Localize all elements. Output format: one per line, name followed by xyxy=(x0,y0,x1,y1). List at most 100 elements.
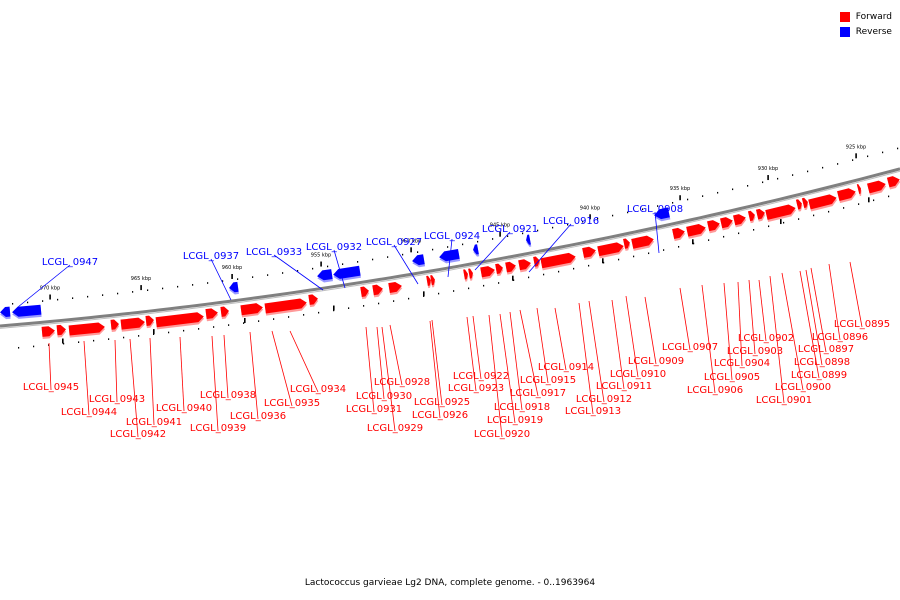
gene-arrow xyxy=(468,268,474,281)
scale-tick-inner xyxy=(602,258,604,264)
tick-dot-inner xyxy=(438,292,440,295)
leader-line xyxy=(828,263,841,341)
gene-arrow xyxy=(654,207,671,222)
gene-arrow-body xyxy=(56,324,66,336)
gene-arrow xyxy=(412,254,426,268)
gene-label: LCGL_0904 xyxy=(714,358,770,369)
gene-arrow xyxy=(526,234,532,247)
leader-line xyxy=(114,339,118,403)
tick-dot-outer xyxy=(537,229,539,232)
tick-dot-inner xyxy=(288,316,290,318)
gene-arrow-body xyxy=(765,204,796,220)
gene-label: LCGL_0930 xyxy=(356,391,412,402)
tick-dot-outer xyxy=(117,292,119,295)
gene-label: LCGL_0926 xyxy=(412,410,468,421)
legend-forward-label: Forward xyxy=(855,11,892,22)
scale-tick-inner xyxy=(780,219,782,225)
tick-dot-outer xyxy=(762,181,764,184)
gene-arrow xyxy=(12,304,42,319)
gene-arrow-body xyxy=(110,319,119,330)
leader-line xyxy=(210,258,232,301)
gene-label: LCGL_0911 xyxy=(596,381,652,392)
leader-line xyxy=(17,264,71,308)
scale-tick-major xyxy=(499,231,501,237)
gene-arrow-body xyxy=(155,312,204,328)
gene-arrow xyxy=(765,204,797,223)
tick-dot-inner xyxy=(78,341,80,343)
tick-dot-outer xyxy=(312,267,314,270)
tick-dot-inner xyxy=(498,282,500,284)
tick-dot-outer xyxy=(147,289,149,292)
leader-line xyxy=(429,320,441,419)
gene-label: LCGL_0897 xyxy=(798,344,854,355)
tick-dot-outer xyxy=(177,285,179,288)
gene-arrow xyxy=(68,322,106,338)
gene-arrow-body xyxy=(240,303,263,316)
leader-line xyxy=(466,316,477,392)
tick-dot-inner xyxy=(18,346,20,349)
gene-arrow-body xyxy=(120,317,145,330)
gene-arrow-body xyxy=(12,304,42,317)
tick-dot-outer xyxy=(642,208,644,211)
gene-label: LCGL_0921 xyxy=(482,224,538,235)
gene-label: LCGL_0916 xyxy=(543,216,599,227)
gene-arrow xyxy=(463,269,469,282)
tick-dot-outer xyxy=(837,163,839,165)
tick-dot-inner xyxy=(843,207,845,209)
gene-arrow-body xyxy=(686,224,706,237)
tick-dot-inner xyxy=(558,270,560,273)
tick-dot-inner xyxy=(138,335,140,337)
scale-tick-inner xyxy=(423,291,425,297)
gene-arrow-body xyxy=(533,256,540,267)
leader-line xyxy=(644,296,657,365)
leader-line xyxy=(588,300,605,403)
gene-arrow xyxy=(631,235,655,251)
gene-arrow xyxy=(41,326,56,340)
scale-label: 950 kbp xyxy=(401,238,421,244)
gene-arrow-body xyxy=(220,306,229,317)
genome-backbone xyxy=(0,167,900,328)
gene-label: LCGL_0931 xyxy=(346,404,402,415)
scale-label: 955 kbp xyxy=(311,253,331,259)
leader-line xyxy=(758,279,767,342)
tick-dot-inner xyxy=(588,264,590,267)
tick-dot-outer xyxy=(252,276,254,278)
leader-line xyxy=(223,334,229,399)
gene-label: LCGL_0928 xyxy=(374,377,430,388)
tick-dot-outer xyxy=(552,226,554,229)
tick-dot-inner xyxy=(273,318,275,320)
gene-arrow xyxy=(886,176,900,190)
leader-line xyxy=(273,254,324,291)
gene-arrow-body xyxy=(473,244,479,255)
tick-dot-inner xyxy=(888,195,890,198)
tick-dot-inner xyxy=(213,326,215,328)
gene-arrow-body xyxy=(505,261,516,273)
tick-dot-outer xyxy=(612,214,614,217)
gene-label: LCGL_0902 xyxy=(738,333,794,344)
leader-line xyxy=(810,267,827,353)
tick-dot-inner xyxy=(798,218,800,220)
tick-dot-inner xyxy=(753,229,755,231)
tick-dot-inner xyxy=(453,290,455,292)
leader-line xyxy=(389,324,403,386)
gene-label: LCGL_0913 xyxy=(565,406,621,417)
tick-dot-inner xyxy=(858,203,860,205)
gene-label: LCGL_0924 xyxy=(424,231,480,242)
gene-arrow-body xyxy=(631,235,654,249)
gene-label: LCGL_0918 xyxy=(494,402,550,413)
gene-arrow xyxy=(308,294,319,308)
leader-line xyxy=(472,315,482,380)
tick-dot-outer xyxy=(687,198,689,201)
gene-arrow-body xyxy=(526,234,531,245)
gene-label: LCGL_0937 xyxy=(183,251,239,262)
tick-dot-inner xyxy=(63,342,65,345)
tick-dot-inner xyxy=(768,225,770,228)
gene-arrow-body xyxy=(426,275,431,286)
gene-arrow-body xyxy=(654,207,670,220)
scale-tick-major xyxy=(320,261,322,267)
gene-arrow xyxy=(388,281,403,296)
tick-dot-outer xyxy=(72,297,74,299)
leader-line xyxy=(849,261,863,328)
gene-label: LCGL_0920 xyxy=(474,429,530,440)
tick-dot-outer xyxy=(477,240,479,243)
